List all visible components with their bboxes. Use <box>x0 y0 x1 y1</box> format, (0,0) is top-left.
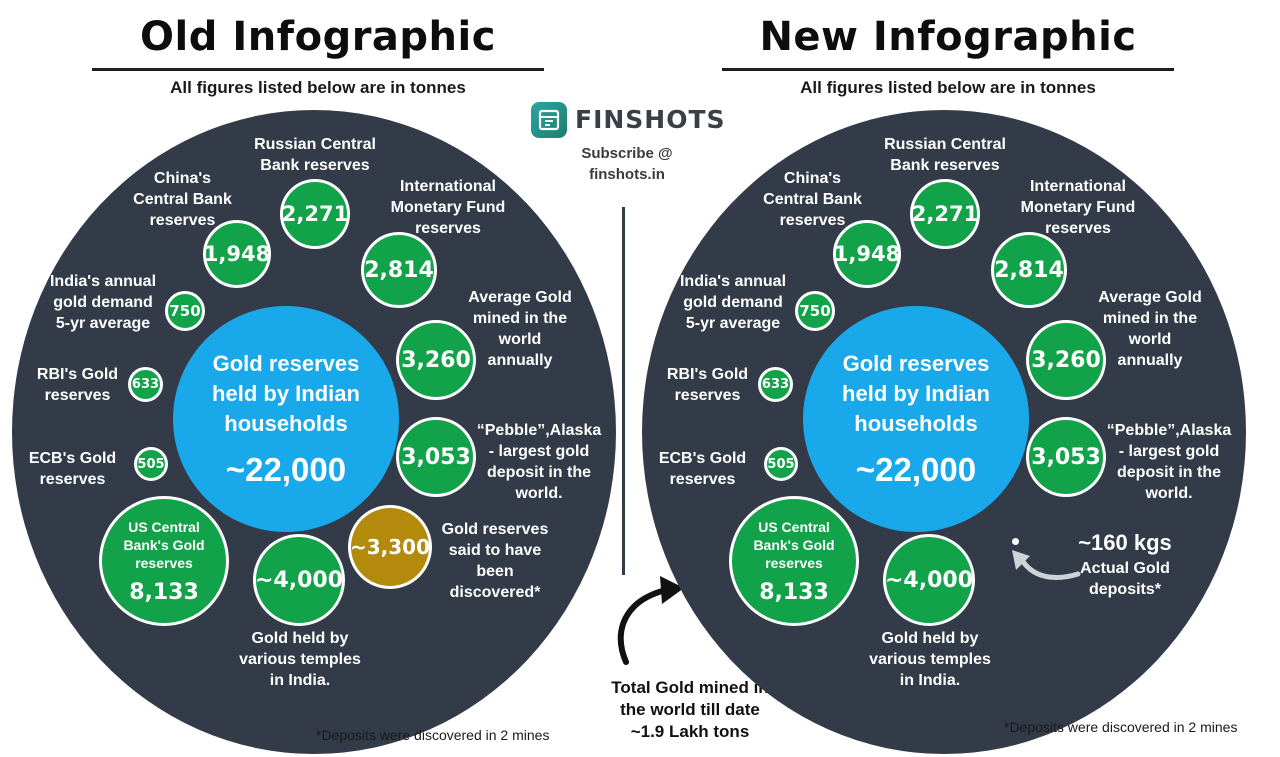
new-india-bubble: 750 <box>795 291 835 331</box>
new-china-label: China's Central Bank reserves <box>763 170 862 229</box>
old-imf-label: International Monetary Fund reserves <box>390 178 506 237</box>
old-us-bubble: US Central Bank's Gold reserves 8,133 <box>99 496 229 626</box>
new-imf-bubble: 2,814 <box>991 232 1067 308</box>
old-russia-label: Russian Central Bank reserves <box>254 136 376 174</box>
old-footnote: *Deposits were discovered in 2 mines <box>316 727 550 743</box>
old-center-label: Gold reserves held by Indian households <box>212 351 360 436</box>
subscribe-text: Subscribe @ finshots.in <box>581 145 673 183</box>
old-china-bubble: 1,948 <box>203 220 271 288</box>
old-ecb-label: ECB's Gold reserves <box>28 450 117 488</box>
old-india-label: India's annual gold demand 5-yr average <box>49 273 157 332</box>
new-title-underline <box>722 68 1174 71</box>
new-center-label: Gold reserves held by Indian households <box>842 351 990 436</box>
finshots-logo-icon <box>531 102 567 138</box>
new-us-label: US Central Bank's Gold reserves <box>753 518 835 571</box>
old-rbi-label: RBI's Gold reserves <box>36 366 119 404</box>
old-china-label: China's Central Bank reserves <box>133 170 232 229</box>
old-discovered-bubble: ~3,300 <box>348 505 432 589</box>
old-imf-bubble: 2,814 <box>361 232 437 308</box>
new-center-value: ~22,000 <box>855 451 977 488</box>
new-china-bubble: 1,948 <box>833 220 901 288</box>
new-us-bubble: US Central Bank's Gold reserves 8,133 <box>729 496 859 626</box>
new-center-bubble: Gold reserves held by Indian households … <box>803 306 1029 532</box>
new-kgs-label: Actual Gold deposits* <box>1080 560 1170 598</box>
new-russia-label: Russian Central Bank reserves <box>884 136 1006 174</box>
new-mined-label: Average Gold mined in the world annually <box>1098 289 1202 369</box>
curved-pointer-arrow-icon <box>1012 550 1081 580</box>
new-kgs-value: ~160 kgs <box>1078 530 1172 555</box>
old-mined-bubble: 3,260 <box>396 320 476 400</box>
old-pebble-bubble: 3,053 <box>396 417 476 497</box>
old-center-bubble: Gold reserves held by Indian households … <box>173 306 399 532</box>
old-temples-label: Gold held by various temples in India. <box>239 630 361 689</box>
new-tiny-deposit-dot <box>1012 538 1019 545</box>
new-imf-label: International Monetary Fund reserves <box>1020 178 1136 237</box>
old-title: Old Infographic <box>140 14 496 60</box>
new-russia-bubble: 2,271 <box>910 179 980 249</box>
new-ecb-bubble: 505 <box>764 447 798 481</box>
new-title: New Infographic <box>759 14 1137 60</box>
new-mined-bubble: 3,260 <box>1026 320 1106 400</box>
old-us-value: 8,133 <box>129 579 199 605</box>
old-rbi-bubble: 633 <box>128 367 163 402</box>
old-title-underline <box>92 68 544 71</box>
old-mined-label: Average Gold mined in the world annually <box>468 289 572 369</box>
old-temples-bubble: ~4,000 <box>253 534 345 626</box>
new-temples-label: Gold held by various temples in India. <box>869 630 991 689</box>
new-rbi-label: RBI's Gold reserves <box>666 366 749 404</box>
old-ecb-bubble: 505 <box>134 447 168 481</box>
curved-arrow-icon <box>617 576 684 665</box>
new-temples-bubble: ~4,000 <box>883 534 975 626</box>
old-us-label: US Central Bank's Gold reserves <box>123 518 205 571</box>
new-ecb-label: ECB's Gold reserves <box>658 450 747 488</box>
old-pebble-label: “Pebble”,Alaska - largest gold deposit i… <box>476 422 602 502</box>
new-rbi-bubble: 633 <box>758 367 793 402</box>
brand-name: FINSHOTS <box>575 105 726 134</box>
old-discovered-label: Gold reserves said to have been discover… <box>441 521 549 601</box>
new-india-label: India's annual gold demand 5-yr average <box>679 273 787 332</box>
old-india-bubble: 750 <box>165 291 205 331</box>
new-us-value: 8,133 <box>759 579 829 605</box>
old-subtitle: All figures listed below are in tonnes <box>170 78 466 97</box>
new-pebble-label: “Pebble”,Alaska - largest gold deposit i… <box>1106 422 1232 502</box>
new-pebble-bubble: 3,053 <box>1026 417 1106 497</box>
new-footnote: *Deposits were discovered in 2 mines <box>1004 719 1238 735</box>
total-gold-mined: Total Gold mined in the world till date … <box>611 678 768 741</box>
old-center-value: ~22,000 <box>225 451 347 488</box>
old-russia-bubble: 2,271 <box>280 179 350 249</box>
new-subtitle: All figures listed below are in tonnes <box>800 78 1096 97</box>
center-divider <box>622 207 625 575</box>
